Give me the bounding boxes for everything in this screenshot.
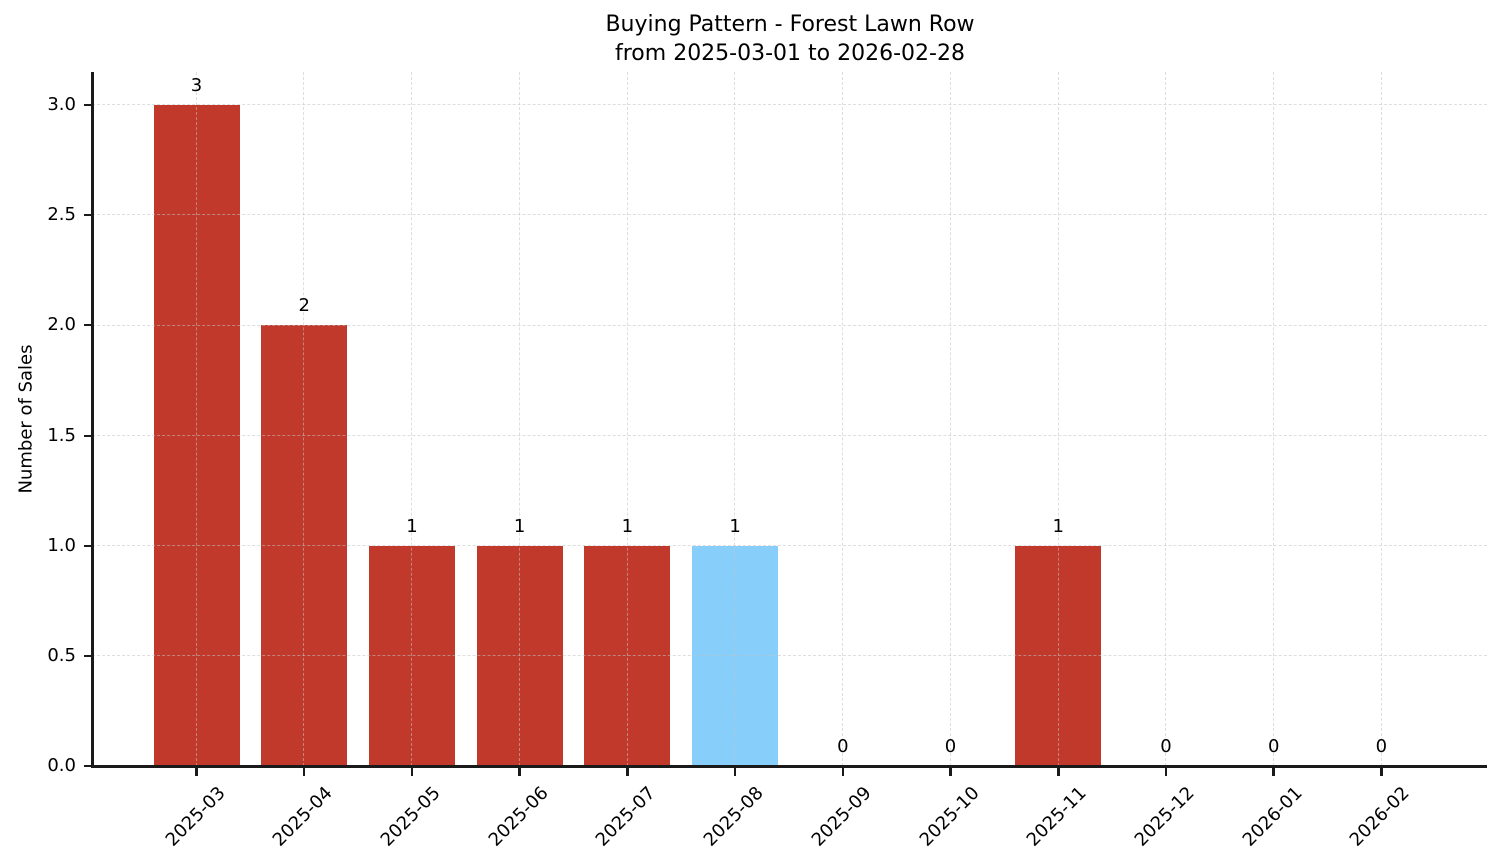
v-gridline — [1057, 72, 1059, 766]
x-axis-spine — [91, 765, 1487, 768]
y-tick-label: 3.0 — [47, 94, 76, 115]
x-tick-label: 2025-03 — [161, 782, 230, 851]
chart-subtitle: from 2025-03-01 to 2026-02-28 — [615, 41, 965, 66]
y-tick-mark — [84, 104, 92, 106]
chart-title: Buying Pattern - Forest Lawn Row — [605, 12, 975, 37]
x-tick-mark — [1057, 768, 1060, 776]
x-tick-mark — [841, 768, 845, 776]
bar-value-label: 0 — [1160, 736, 1172, 757]
h-gridline — [92, 655, 1487, 657]
x-tick-label: 2026-02 — [1346, 782, 1415, 851]
y-tick-label: 1.5 — [47, 424, 76, 446]
bar-value-label: 1 — [406, 515, 418, 537]
bar-value-label: 0 — [1267, 736, 1280, 757]
v-gridline — [303, 72, 305, 766]
x-tick-mark — [733, 768, 737, 776]
x-tick-label: 2025-06 — [484, 782, 553, 851]
x-tick-mark — [1272, 768, 1275, 776]
y-tick-label: 1.0 — [47, 534, 76, 556]
y-tick-label: 2.0 — [47, 314, 76, 336]
y-tick-mark — [84, 434, 92, 437]
x-tick-label: 2025-09 — [807, 782, 876, 851]
bar-value-label: 1 — [1052, 515, 1064, 537]
y-tick-mark — [84, 544, 92, 547]
x-tick-mark — [410, 768, 414, 776]
y-axis-spine — [91, 72, 94, 768]
y-tick-label: 2.5 — [47, 204, 76, 226]
v-gridline — [1165, 72, 1167, 766]
y-tick-label: 0.0 — [47, 755, 76, 776]
bar-value-label: 3 — [190, 75, 203, 96]
v-gridline — [1272, 72, 1274, 766]
x-tick-label: 2025-08 — [699, 782, 768, 851]
bar-value-label: 1 — [621, 515, 634, 537]
x-tick-label: 2025-11 — [1022, 782, 1091, 851]
x-tick-mark — [302, 768, 306, 776]
h-gridline — [92, 104, 1487, 106]
h-gridline — [92, 214, 1487, 216]
bar-value-label: 0 — [944, 736, 957, 757]
y-tick-mark — [84, 214, 92, 217]
y-tick-label: 0.5 — [47, 644, 76, 666]
x-tick-label: 2025-12 — [1130, 782, 1199, 851]
x-tick-mark — [1380, 768, 1383, 776]
v-gridline — [1380, 72, 1382, 766]
x-tick-label: 2026-01 — [1238, 782, 1307, 851]
y-tick-mark — [84, 765, 92, 767]
v-gridline — [949, 72, 951, 766]
v-gridline — [195, 72, 197, 766]
h-gridline — [92, 434, 1487, 436]
x-tick-label: 2025-04 — [268, 782, 337, 851]
v-gridline — [518, 72, 520, 766]
bar-value-label: 1 — [513, 515, 526, 537]
x-tick-mark — [195, 768, 198, 776]
v-gridline — [734, 72, 736, 766]
x-tick-mark — [949, 768, 952, 776]
v-gridline — [411, 72, 413, 766]
x-tick-label: 2025-05 — [376, 782, 445, 851]
bar-value-label: 0 — [1375, 736, 1388, 757]
x-tick-mark — [1164, 768, 1168, 776]
bar-value-label: 2 — [298, 295, 310, 317]
v-gridline — [842, 72, 844, 766]
y-axis-title: Number of Sales — [15, 344, 37, 494]
x-tick-mark — [518, 768, 521, 776]
x-tick-label: 2025-07 — [592, 782, 661, 851]
bar-value-label: 0 — [837, 736, 849, 757]
chart-title-block: Buying Pattern - Forest Lawn Row from 20… — [90, 10, 1490, 68]
v-gridline — [626, 72, 628, 766]
x-tick-label: 2025-10 — [915, 782, 984, 851]
h-gridline — [92, 544, 1487, 546]
x-tick-mark — [626, 768, 629, 776]
h-gridline — [92, 324, 1487, 326]
bar-value-label: 1 — [729, 515, 741, 537]
y-tick-mark — [84, 324, 92, 327]
y-tick-mark — [84, 654, 92, 657]
